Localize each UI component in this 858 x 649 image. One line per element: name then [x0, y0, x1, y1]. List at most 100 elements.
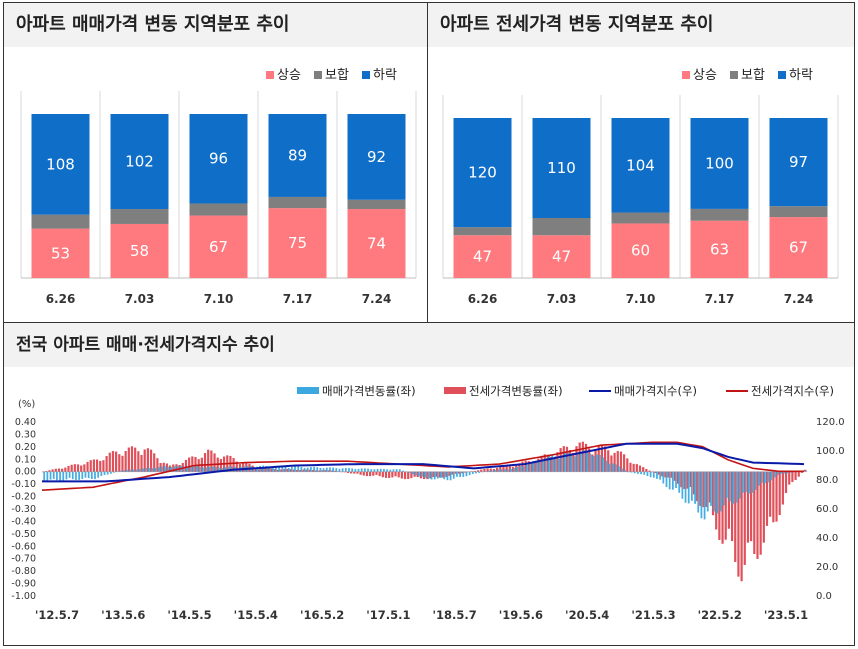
- sale-rate-bar: [224, 467, 227, 472]
- jeonse-rate-bar: [273, 469, 276, 472]
- bar-fall: [347, 114, 406, 200]
- jeonse-rate-bar: [461, 471, 464, 474]
- sale-rate-bar: [729, 471, 731, 502]
- sale-rate-bar: [189, 466, 192, 472]
- jeonse-rate-bar: [172, 464, 175, 472]
- jeonse-rate-bar: [505, 465, 508, 472]
- sale-rate-bar: [671, 471, 674, 490]
- jeonse-rate-bar: [64, 467, 67, 472]
- jeonse-rate-bar: [597, 445, 600, 472]
- sale-rate-bar: [71, 471, 74, 480]
- jeonse-rate-bar: [454, 471, 457, 474]
- sale-rate-bar: [284, 466, 287, 472]
- sale-rate-bar: [294, 466, 296, 472]
- sale-rate-bar: [52, 471, 55, 479]
- sale-rate-bar: [779, 471, 782, 474]
- jeonse-rate-bar: [677, 471, 680, 484]
- sale-rate-bar: [411, 471, 414, 475]
- sale-rate-bar: [106, 471, 109, 475]
- jeonse-rate-bar: [518, 463, 521, 472]
- jeonse-rate-bar: [746, 471, 750, 543]
- sale-rate-bar: [494, 470, 496, 472]
- sale-rate-bar: [202, 467, 204, 472]
- sale-rate-bar: [332, 467, 335, 472]
- sale-rate-bar: [675, 471, 677, 489]
- sale-rate-bar: [576, 454, 579, 472]
- bar-flat: [189, 203, 248, 216]
- sale-rate-bar: [65, 471, 68, 480]
- jeonse-rate-bar: [565, 446, 569, 472]
- sale-rate-bar: [205, 467, 208, 472]
- jeonse-rate-bar: [727, 471, 730, 529]
- jeonse-rate-bar: [321, 470, 324, 472]
- jeonse-rate-bar: [753, 471, 756, 555]
- sale-rate-bar: [357, 468, 360, 472]
- sale-rate-bar: [78, 471, 81, 480]
- sale-rate-bar: [281, 466, 284, 472]
- x-tick-label: 6.26: [468, 292, 498, 306]
- sale-rate-bar: [738, 471, 741, 499]
- sale-rate-bar: [462, 471, 465, 477]
- sale-rate-bar: [440, 471, 442, 478]
- sale-rate-bar: [275, 466, 277, 472]
- jeonse-rate-bar: [600, 444, 603, 472]
- jeonse-rate-bar: [213, 453, 216, 472]
- bar-flat: [453, 227, 512, 236]
- jeonse-rate-bar: [683, 471, 686, 490]
- sale-rate-bar: [338, 468, 341, 472]
- sale-rate-bar: [163, 466, 166, 472]
- jeonse-rate-bar: [381, 471, 384, 478]
- jeonse-rate-bar: [289, 469, 292, 472]
- jeonse-rate-bar: [330, 470, 334, 472]
- jeonse-rate-bar: [372, 471, 375, 476]
- jeonse-rate-bar: [524, 460, 527, 472]
- jeonse-rate-bar: [83, 464, 86, 472]
- sale-rate-bar: [522, 466, 525, 472]
- bar-flat: [532, 218, 591, 236]
- bar-fall: [611, 118, 670, 213]
- jeonse-rate-bar: [756, 471, 759, 559]
- left-axis-unit: (%): [18, 399, 35, 410]
- sale-rate-bar: [506, 469, 509, 472]
- sale-rate-bar: [135, 469, 138, 472]
- x-tick-label: 6.26: [46, 292, 76, 306]
- sale-rate-bar: [417, 471, 420, 477]
- price-index-panel: 전국 아파트 매매·전세가격지수 추이 매매가격변동률(좌) 전세가격변동률(좌)…: [3, 322, 855, 646]
- jeonse-rate-bar: [407, 471, 410, 479]
- sale-rate-bar: [452, 471, 455, 479]
- jeonse-rate-bar: [92, 459, 95, 472]
- sale-rate-bar: [535, 460, 538, 472]
- sale-rate-bar: [348, 468, 350, 472]
- sale-rate-bar: [68, 471, 71, 478]
- jeonse-rate-bar: [451, 471, 454, 475]
- jeonse-rate-bar: [118, 454, 121, 472]
- jeonse-rate-bar: [546, 454, 550, 472]
- jeonse-rate-bar: [365, 471, 369, 477]
- jeonse-rate-bar: [778, 471, 781, 516]
- sale-rate-bar: [605, 460, 608, 472]
- left-tick-label: 0.10: [15, 454, 36, 465]
- jeonse-rate-bar: [378, 471, 381, 477]
- sale-rate-bar: [214, 466, 217, 472]
- left-tick-label: -0.60: [11, 541, 36, 552]
- bar-flat: [347, 199, 406, 210]
- data-label: 67: [209, 238, 228, 256]
- sale-rate-bar: [421, 471, 423, 477]
- bar-flat: [268, 196, 327, 209]
- sale-rate-bar: [392, 469, 395, 472]
- legend-swatch-0: [682, 71, 690, 79]
- jeonse-rate-bar: [219, 459, 222, 472]
- jeonse-rate-bar: [149, 449, 153, 472]
- sale-rate-bar: [722, 471, 725, 506]
- data-label: 104: [626, 156, 655, 174]
- jeonse-rate-bar: [708, 471, 711, 503]
- sale-rate-bar: [94, 471, 96, 480]
- sale-rate-bar: [335, 468, 338, 472]
- jeonse-rate-bar: [572, 452, 575, 472]
- jeonse-rate-bar: [343, 471, 346, 473]
- sale-rate-bar: [510, 468, 512, 472]
- jeonse-rate-bar: [638, 465, 642, 472]
- sale-rate-bar: [643, 471, 646, 475]
- sale-rate-bar: [567, 452, 569, 472]
- sale-rate-bar: [586, 451, 589, 472]
